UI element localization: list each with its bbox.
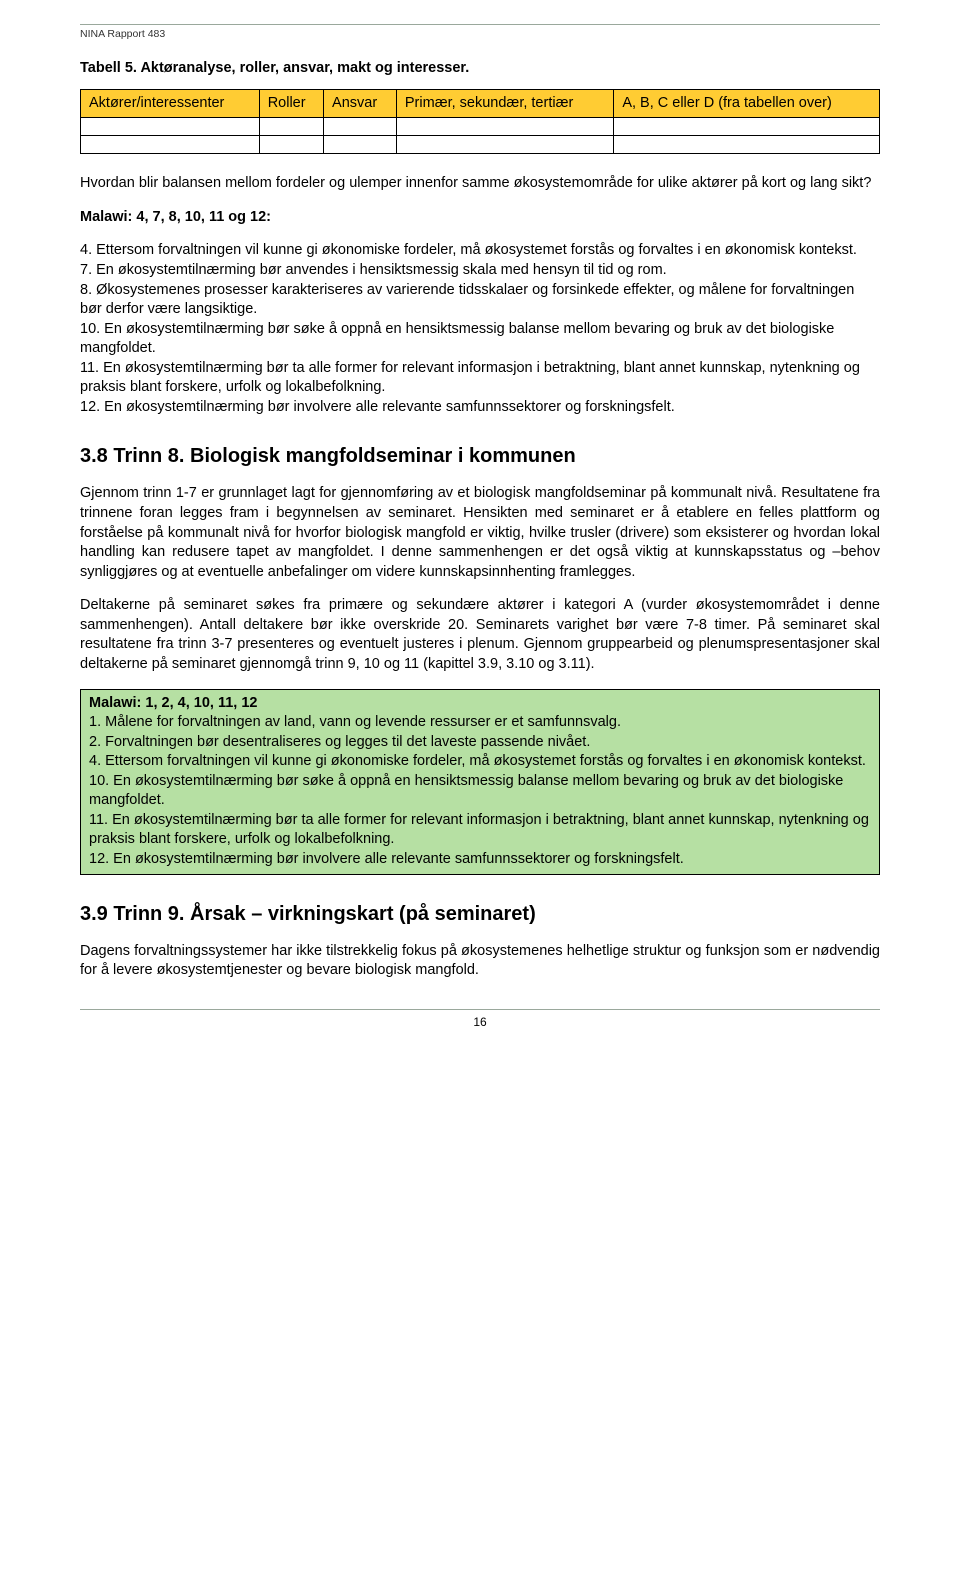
greenbox-item-10: 10. En økosystemtilnærming bør søke å op…	[89, 772, 871, 811]
report-header: NINA Rapport 483	[80, 27, 880, 41]
malawi-label-1: Malawi: 4, 7, 8, 10, 11 og 12:	[80, 208, 880, 228]
col-primar: Primær, sekundær, tertiær	[396, 89, 613, 118]
point-7: 7. En økosystemtilnærming bør anvendes i…	[80, 261, 880, 281]
col-abcd: A, B, C eller D (fra tabellen over)	[614, 89, 880, 118]
col-ansvar: Ansvar	[324, 89, 397, 118]
greenbox-item-1: 1. Målene for forvaltningen av land, van…	[89, 713, 871, 733]
malawi-green-box: Malawi: 1, 2, 4, 10, 11, 12 1. Målene fo…	[80, 689, 880, 875]
table-caption: Tabell 5. Aktøranalyse, roller, ansvar, …	[80, 59, 880, 79]
page-number: 16	[80, 1009, 880, 1030]
heading-3-8: 3.8 Trinn 8. Biologisk mangfoldseminar i…	[80, 443, 880, 470]
section39-p1: Dagens forvaltningssystemer har ikke til…	[80, 942, 880, 981]
caption-label: Tabell 5.	[80, 60, 137, 76]
intro-question: Hvordan blir balansen mellom fordeler og…	[80, 174, 880, 194]
caption-text: Aktøranalyse, roller, ansvar, makt og in…	[137, 60, 469, 76]
header-rule	[80, 24, 880, 25]
aktor-table: Aktører/interessenter Roller Ansvar Prim…	[80, 89, 880, 155]
malawi-points-1: 4. Ettersom forvaltningen vil kunne gi ø…	[80, 241, 880, 417]
greenbox-item-11: 11. En økosystemtilnærming bør ta alle f…	[89, 811, 871, 850]
section38-p2: Deltakerne på seminaret søkes fra primær…	[80, 596, 880, 674]
col-aktorer: Aktører/interessenter	[81, 89, 260, 118]
col-roller: Roller	[259, 89, 323, 118]
point-8: 8. Økosystemenes prosesser karakterisere…	[80, 281, 880, 320]
point-10: 10. En økosystemtilnærming bør søke å op…	[80, 320, 880, 359]
section38-p1: Gjennom trinn 1-7 er grunnlaget lagt for…	[80, 484, 880, 582]
greenbox-title: Malawi: 1, 2, 4, 10, 11, 12	[89, 694, 871, 714]
greenbox-item-12: 12. En økosystemtilnærming bør involvere…	[89, 850, 871, 870]
greenbox-item-2: 2. Forvaltningen bør desentraliseres og …	[89, 733, 871, 753]
point-12: 12. En økosystemtilnærming bør involvere…	[80, 398, 880, 418]
table-row	[81, 118, 880, 136]
table-row	[81, 136, 880, 154]
heading-3-9: 3.9 Trinn 9. Årsak – virkningskart (på s…	[80, 901, 880, 928]
point-11: 11. En økosystemtilnærming bør ta alle f…	[80, 359, 880, 398]
point-4: 4. Ettersom forvaltningen vil kunne gi ø…	[80, 241, 880, 261]
greenbox-item-4: 4. Ettersom forvaltningen vil kunne gi ø…	[89, 752, 871, 772]
table-header-row: Aktører/interessenter Roller Ansvar Prim…	[81, 89, 880, 118]
